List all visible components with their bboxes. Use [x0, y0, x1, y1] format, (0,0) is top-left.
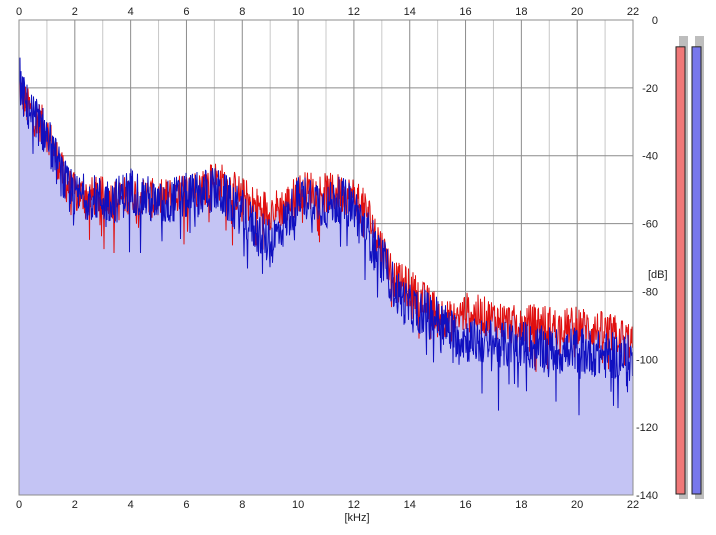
left-channel-spectrum-line [18, 74, 634, 372]
x-tick-label-bottom: 6 [183, 499, 189, 511]
x-tick-label-top: 10 [292, 6, 304, 18]
x-tick-label-bottom: 0 [16, 499, 22, 511]
x-tick-label-bottom: 10 [292, 499, 304, 511]
y-axis-label: [dB] [648, 269, 668, 281]
y-tick-label: -80 [642, 286, 658, 298]
right-level-meter [691, 36, 704, 499]
x-tick-label-bottom: 8 [239, 499, 245, 511]
x-tick-label-bottom: 18 [515, 499, 527, 511]
left-level-meter-bar [675, 46, 686, 495]
x-axis-label: [kHz] [344, 512, 369, 524]
y-axis-ticks: 0 -20 -40 -60 -80 -100 -120 -140 [636, 15, 658, 502]
right-level-meter-bar [691, 46, 702, 495]
x-tick-label-top: 4 [128, 6, 134, 18]
y-tick-label: -60 [642, 219, 658, 231]
x-tick-label-bottom: 22 [627, 499, 639, 511]
x-axis-bottom-ticks: 0 2 4 6 8 10 12 14 16 18 20 22 [16, 499, 639, 511]
x-tick-label-top: 6 [183, 6, 189, 18]
y-tick-label: -40 [642, 151, 658, 163]
x-tick-label-top: 12 [348, 6, 360, 18]
spectrum-fill-area [19, 57, 633, 495]
x-tick-label-bottom: 2 [72, 499, 78, 511]
x-tick-label-top: 22 [627, 6, 639, 18]
plot-frame [18, 19, 634, 496]
x-tick-label-top: 14 [404, 6, 416, 18]
y-tick-label: -20 [642, 83, 658, 95]
x-tick-label-top: 0 [16, 6, 22, 18]
x-tick-label-top: 8 [239, 6, 245, 18]
x-tick-label-bottom: 14 [404, 499, 416, 511]
y-tick-label: -120 [636, 422, 658, 434]
x-tick-label-bottom: 20 [571, 499, 583, 511]
x-tick-label-top: 20 [571, 6, 583, 18]
x-tick-label-bottom: 16 [459, 499, 471, 511]
y-tick-label: -140 [636, 490, 658, 502]
x-tick-label-top: 2 [72, 6, 78, 18]
x-tick-label-bottom: 4 [128, 499, 134, 511]
right-channel-spectrum-line [18, 57, 634, 416]
left-level-meter [675, 36, 688, 499]
y-tick-label: 0 [652, 15, 658, 27]
x-tick-label-bottom: 12 [348, 499, 360, 511]
y-tick-label: -100 [636, 354, 658, 366]
x-tick-label-top: 18 [515, 6, 527, 18]
x-tick-label-top: 16 [459, 6, 471, 18]
x-axis-top-ticks: 0 2 4 6 8 10 12 14 16 18 20 22 [16, 6, 639, 18]
